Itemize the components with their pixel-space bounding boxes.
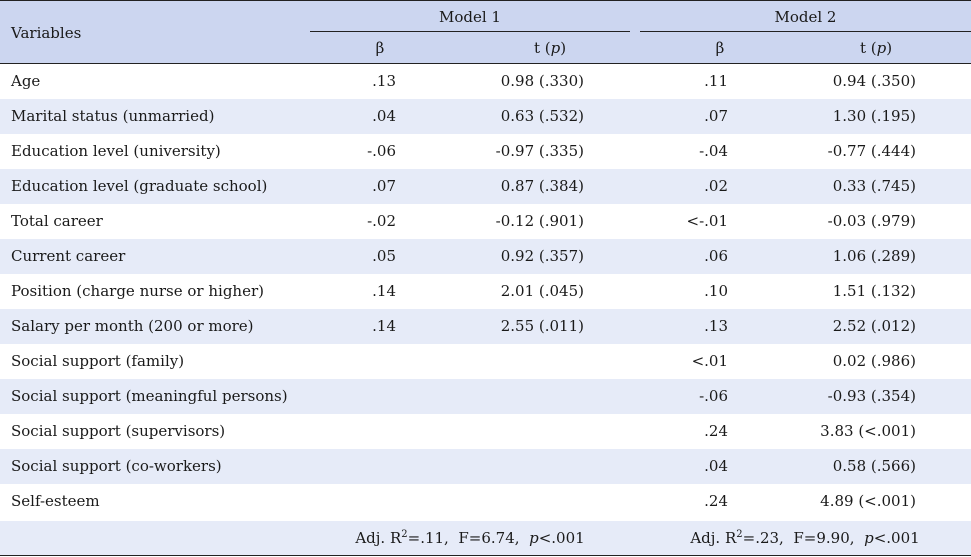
table-row: Education level (university) -.06 -0.97 (.… [0,134,971,169]
model1-t: 2.55 (.011) [500,317,584,335]
model2-fit: Adj. R2=.23, F=9.90, p<.001 [690,529,920,547]
model2-beta: .06 [704,247,728,265]
row-label: Position (charge nurse or higher) [11,282,264,300]
table-row: Current career .05 0.92 (.357) .06 1.06 (.28… [0,239,971,274]
table-row: Total career -.02 -0.12 (.901) <-.01 -0.03 (… [0,204,971,239]
model1-t: 0.98 (.330) [500,72,584,90]
model1-beta: -.02 [367,212,396,230]
model2-beta: -.06 [699,387,728,405]
row-label: Age [11,72,41,90]
model2-t: 0.33 (.745) [832,177,916,195]
model2-beta: .04 [704,457,728,475]
model1-t: -0.97 (.335) [495,142,584,160]
table-row: Salary per month (200 or more) .14 2.55 (.… [0,309,971,344]
table-row: Self-esteem .24 4.89 (<.001) [0,484,971,519]
model1-beta: .14 [372,317,396,335]
model1-t: 2.01 (.045) [500,282,584,300]
model2-t: -0.77 (.444) [827,142,916,160]
row-label: Social support (supervisors) [11,422,226,440]
model2-t: 2.52 (.012) [832,317,916,335]
model1-beta: -.06 [367,142,396,160]
model2-t: 1.06 (.289) [832,247,916,265]
model2-t: -0.93 (.354) [827,387,916,405]
model2-beta: -.04 [699,142,728,160]
table-row: Social support (family) <.01 0.02 (.986) [0,344,971,379]
model1-rule [310,31,630,32]
row-label: Social support (meaningful persons) [11,387,288,405]
model1-t: 0.63 (.532) [500,107,584,125]
model2-beta: .13 [704,317,728,335]
header-beta-2: β [715,39,725,57]
model2-t: 1.30 (.195) [832,107,916,125]
header-model2: Model 2 [774,8,837,26]
header-variables: Variables [11,24,82,42]
header-t-2: t (p) [859,39,893,57]
header-model1: Model 1 [439,8,501,26]
model1-beta: .05 [372,247,396,265]
model2-beta: .02 [704,177,728,195]
model1-t: 0.87 (.384) [500,177,584,195]
model2-t: -0.03 (.979) [827,212,916,230]
row-label: Marital status (unmarried) [11,107,215,125]
table-row: Education level (graduate school) .07 0.87… [0,169,971,204]
header-beta-1: β [375,39,385,57]
model2-beta: .11 [704,72,728,90]
row-label: Social support (family) [11,352,185,370]
row-label: Social support (co-workers) [11,457,222,475]
row-label: Education level (university) [11,142,221,160]
table-row: Social support (supervisors) .24 3.83 (<.0… [0,414,971,449]
model2-beta: .07 [704,107,728,125]
model1-t: -0.12 (.901) [495,212,584,230]
model2-beta: .24 [704,492,728,510]
table-row: Age .13 0.98 (.330) .11 0.94 (.350) [0,64,971,99]
table-header: Variables Model 1 Model 2 β t (p) β t (p… [0,0,971,64]
model2-t: 4.89 (<.001) [820,492,916,510]
model2-t: 3.83 (<.001) [820,422,916,440]
model2-t: 0.02 (.986) [832,352,916,370]
model2-beta: <.01 [691,352,728,370]
model1-beta: .13 [372,72,396,90]
row-label: Total career [11,212,103,230]
model-fit-row: Adj. R2=.11, F=6.74, p<.001 Adj. R2=.23,… [0,521,971,556]
row-label: Salary per month (200 or more) [11,317,254,335]
table-row: Social support (meaningful persons) -.06 -… [0,379,971,414]
model1-beta: .04 [372,107,396,125]
row-label: Self-esteem [11,492,100,510]
table-row: Social support (co-workers) .04 0.58 (.566… [0,449,971,484]
model2-t: 0.94 (.350) [832,72,916,90]
model2-t: 0.58 (.566) [832,457,916,475]
row-label: Current career [11,247,126,265]
model2-beta: <-.01 [686,212,729,230]
model2-beta: .24 [704,422,728,440]
model2-rule [640,31,971,32]
model1-t: 0.92 (.357) [500,247,584,265]
model1-beta: .14 [372,282,396,300]
model2-beta: .10 [704,282,728,300]
header-t-1: t (p) [533,39,567,57]
model1-beta: .07 [372,177,396,195]
table-row: Position (charge nurse or higher) .14 2.01… [0,274,971,309]
row-label: Education level (graduate school) [11,177,268,195]
table-row: Marital status (unmarried) .04 0.63 (.532)… [0,99,971,134]
model2-t: 1.51 (.132) [832,282,916,300]
model1-fit: Adj. R2=.11, F=6.74, p<.001 [355,529,585,547]
